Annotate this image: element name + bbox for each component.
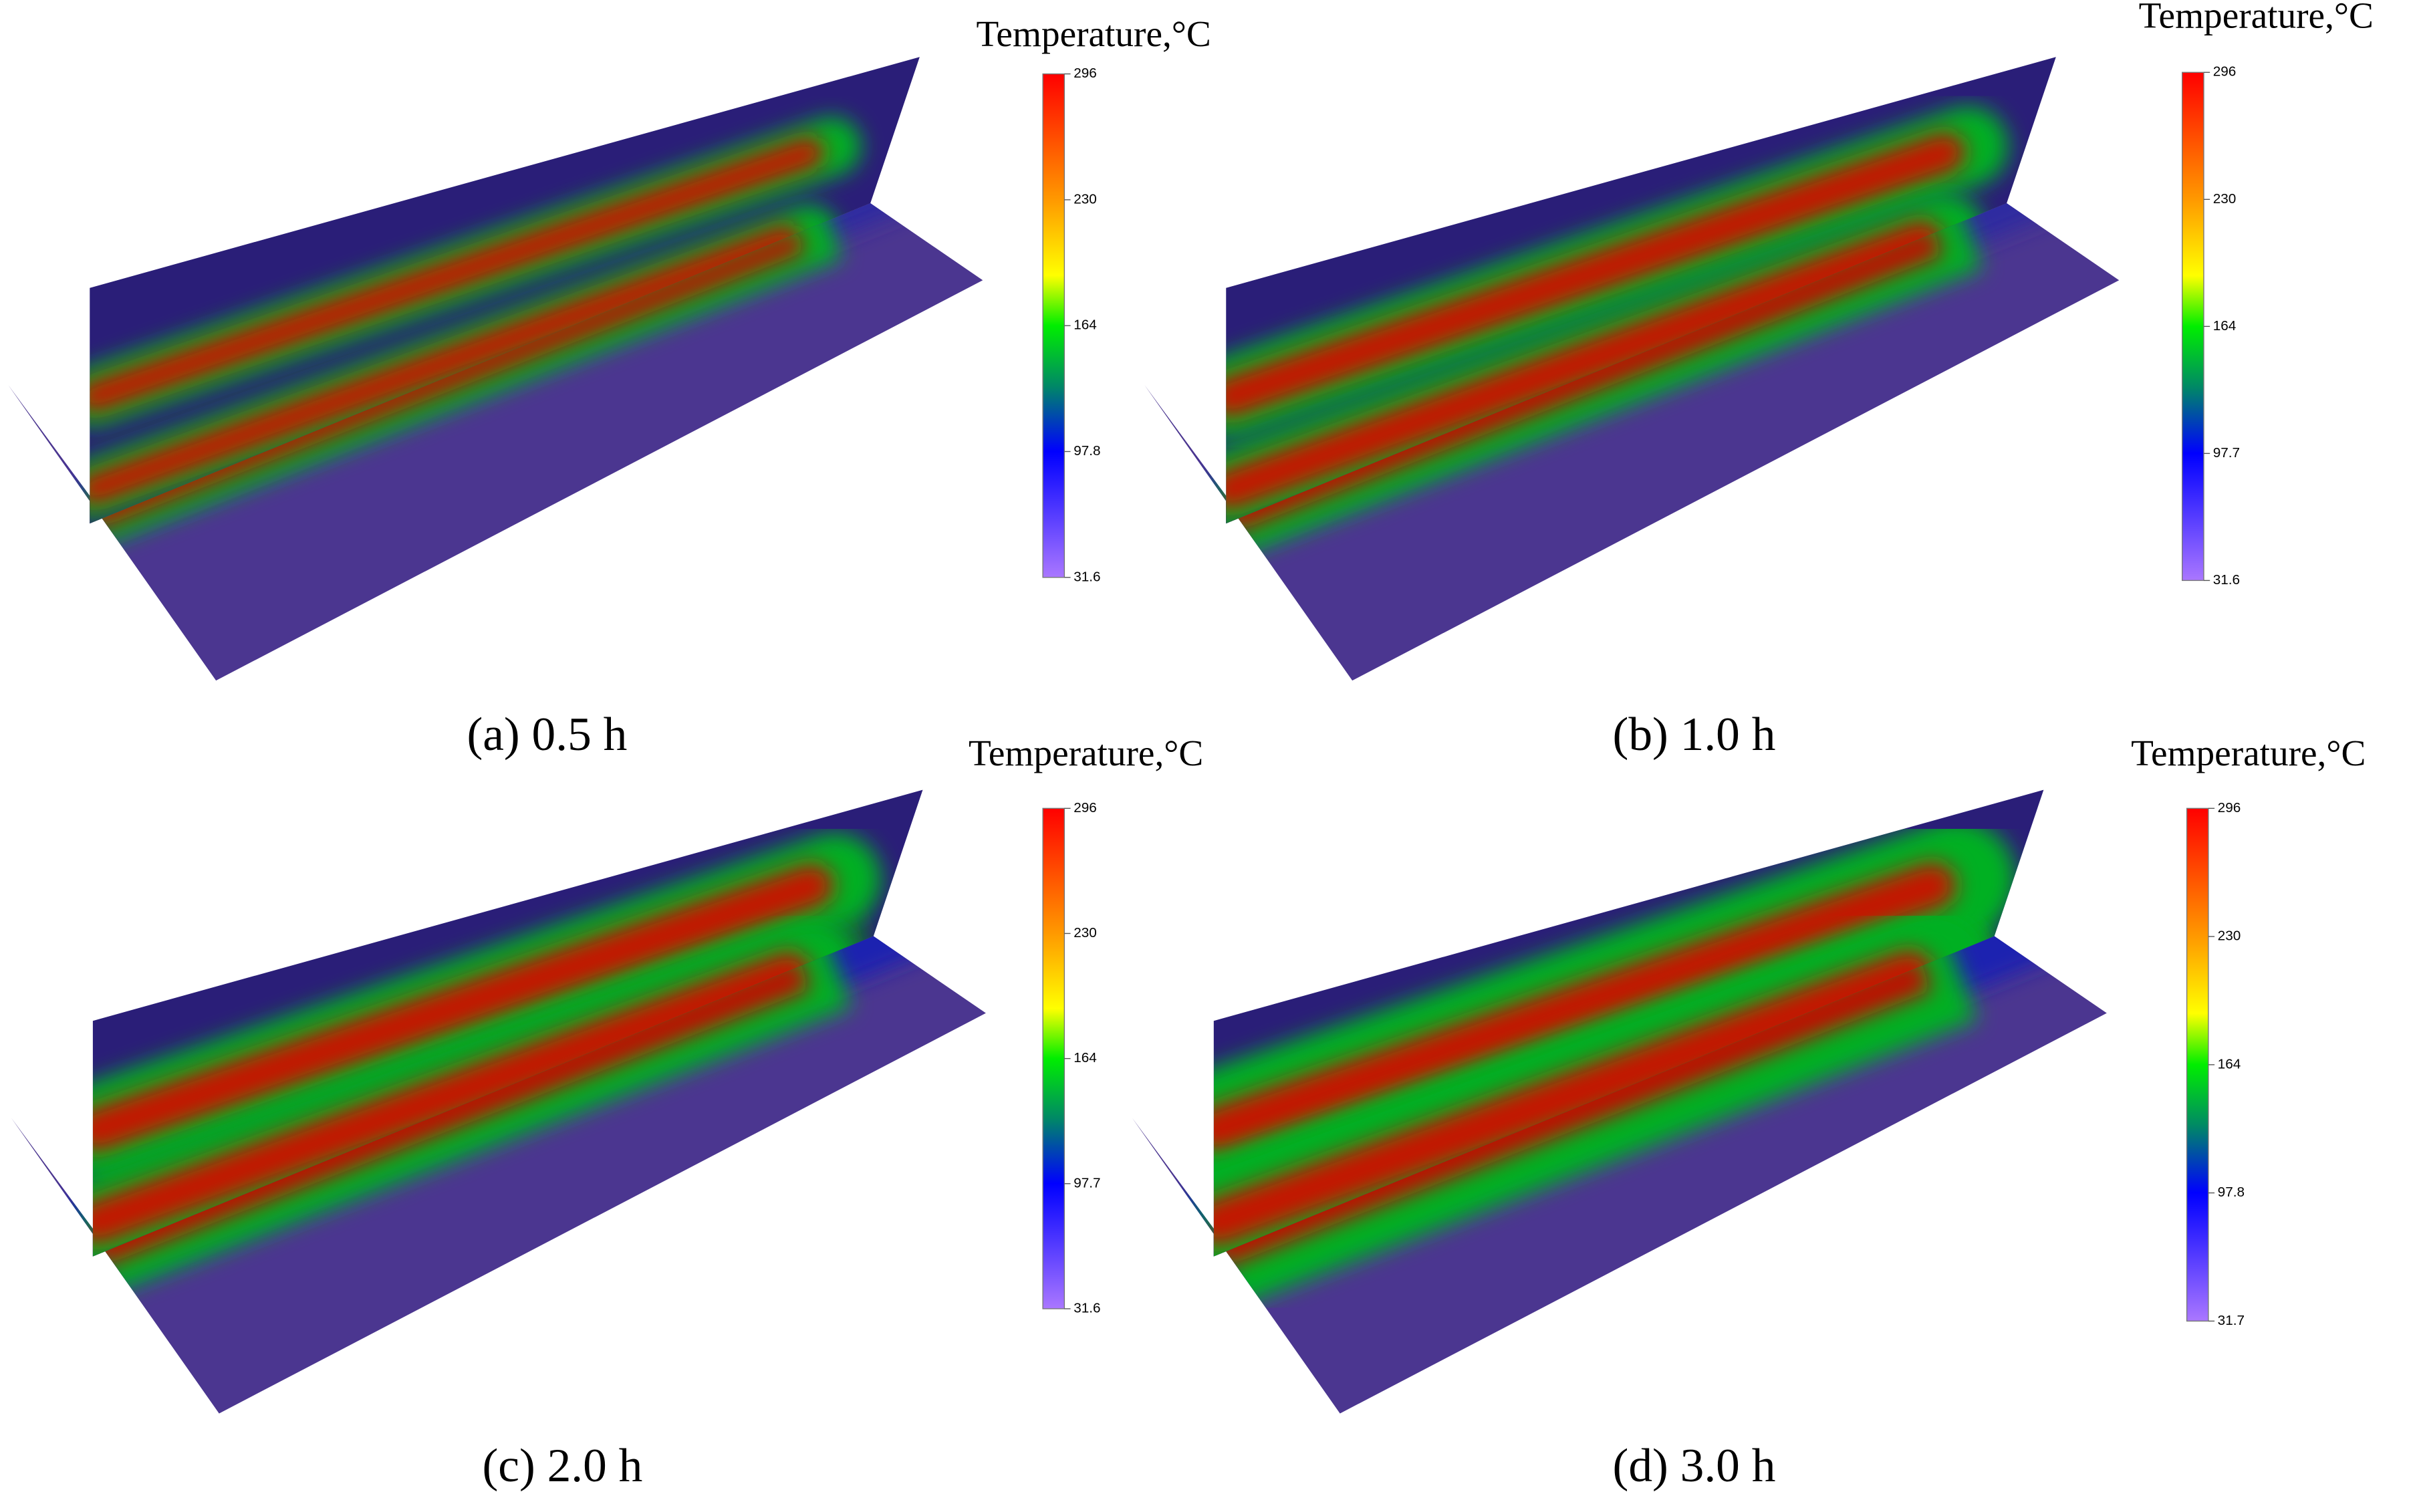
colorbar-tick-label: 97.7 (2213, 445, 2240, 461)
colorbar (1042, 73, 1065, 578)
colorbar-title: Temperature,°C (2139, 0, 2374, 35)
caption: (b) 1.0 h (1613, 708, 1776, 761)
caption: (c) 2.0 h (483, 1439, 643, 1492)
colorbar-tick-label: 230 (2213, 191, 2237, 207)
panel (11, 789, 986, 1414)
caption: (a) 0.5 h (467, 708, 627, 761)
floor-plate (1144, 203, 2120, 681)
wall-field (1226, 106, 2009, 524)
colorbar-title: Temperature,°C (969, 733, 1203, 773)
panel (1144, 57, 2120, 681)
colorbar-tick-label: 296 (1073, 800, 1097, 815)
colorbar-tick-label: 230 (1073, 191, 1097, 207)
wall-hot-core (1213, 950, 1933, 1246)
wall-hot-core (92, 951, 811, 1245)
colorbar-tick-label: 31.6 (1073, 569, 1100, 584)
colorbar-tick-label: 164 (2213, 318, 2237, 334)
wall-field (92, 833, 882, 1257)
colorbar-tick-label: 164 (1073, 1050, 1097, 1065)
caption: (d) 3.0 h (1613, 1439, 1776, 1492)
colorbar-tick-label: 296 (1073, 66, 1097, 81)
floor-plate (8, 203, 983, 681)
wall-hot-core (1226, 220, 1942, 510)
wall-hot-core (90, 225, 801, 505)
colorbar-tick-label: 97.8 (2218, 1184, 2245, 1200)
colorbar (1042, 807, 1065, 1309)
colorbar-tick-label: 296 (2213, 64, 2237, 80)
colorbar-tick-label: 164 (1073, 318, 1097, 333)
colorbar (2186, 807, 2209, 1322)
colorbar-tick-label: 296 (2218, 800, 2241, 815)
colorbar (2182, 72, 2204, 582)
colorbar-tick-label: 164 (2218, 1056, 2241, 1072)
colorbar-tick-label: 31.7 (2218, 1313, 2245, 1328)
wall-hot-core (1226, 132, 1965, 418)
colorbar-tick-label: 97.8 (1073, 443, 1100, 459)
colorbar-tick-label: 31.6 (1073, 1300, 1100, 1315)
wall-hot-core (92, 864, 834, 1152)
panel (8, 57, 983, 681)
colorbar-title: Temperature,°C (977, 13, 1211, 54)
colorbar-tick-label: 97.7 (1073, 1175, 1100, 1190)
wall-hot-core (1213, 862, 1956, 1154)
colorbar-title: Temperature,°C (2131, 733, 2366, 773)
wall-field (90, 117, 862, 519)
wall-hot-core (90, 137, 825, 413)
floor-plate (11, 936, 986, 1414)
colorbar-tick-label: 230 (1073, 925, 1097, 940)
colorbar-tick-label: 31.6 (2213, 572, 2240, 588)
colorbar-tick-label: 230 (2218, 928, 2241, 944)
panel (1132, 789, 2107, 1414)
wall-field (1213, 819, 2016, 1257)
